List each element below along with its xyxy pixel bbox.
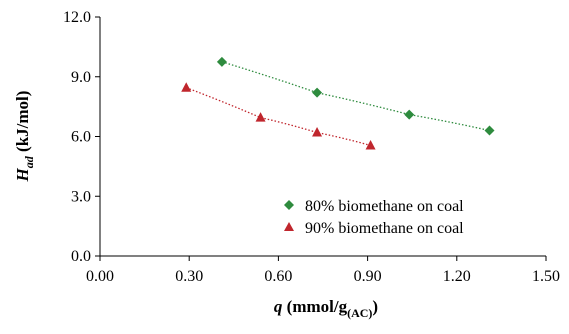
y-axis-title-sub: ad: [22, 155, 36, 168]
data-point-series-2: [255, 112, 266, 122]
data-point-series-2: [181, 82, 192, 92]
y-axis-title: Had (kJ/mol): [13, 91, 36, 183]
y-axis-title-main: H: [13, 167, 32, 182]
legend-label-series-1: 80% biomethane on coal: [305, 198, 464, 215]
x-tick-label: 1.50: [532, 268, 560, 285]
data-point-series-2: [365, 139, 376, 150]
data-point-series-1: [404, 109, 415, 120]
y-tick-label: 3.0: [71, 188, 91, 205]
x-axis-title: q (mmol/g(AC)): [274, 297, 378, 320]
legend-item-series-2: 90% biomethane on coal: [284, 220, 464, 237]
trendline-layer: [185, 61, 490, 147]
data-point-series-1: [312, 87, 323, 98]
trendline-series-2: [185, 87, 371, 147]
y-tick-label: 9.0: [71, 69, 91, 86]
x-axis-title-unit-close: ): [372, 297, 378, 316]
data-point-series-1: [216, 56, 227, 67]
marks-layer: [181, 56, 495, 150]
y-tick-label: 0.0: [71, 248, 91, 265]
ticks-layer: 0.0 3.0 6.0 9.0 12.0 0.00 0.30 0.60 0.90 1.20 1.50: [63, 9, 560, 285]
x-tick-label: 0.60: [264, 268, 292, 285]
legend-marker-triangle-icon: [284, 222, 294, 231]
x-tick-label: 0.30: [175, 268, 203, 285]
x-tick-label: 0.90: [354, 268, 382, 285]
x-axis-title-unit-open: (mmol/g: [282, 297, 347, 316]
x-tick-label: 1.20: [443, 268, 471, 285]
data-point-series-1: [484, 125, 495, 136]
legend-label-series-2: 90% biomethane on coal: [305, 220, 464, 237]
x-tick-label: 0.00: [86, 268, 114, 285]
y-tick-label: 6.0: [71, 129, 91, 146]
y-tick-label: 12.0: [63, 9, 91, 26]
legend-item-series-1: 80% biomethane on coal: [284, 198, 464, 215]
x-axis-title-main: q: [274, 297, 283, 316]
y-axis-title-unit: (kJ/mol): [13, 91, 32, 157]
x-axis-title-unit-sub: (AC): [347, 306, 372, 320]
legend-marker-diamond-icon: [284, 200, 294, 210]
legend: 80% biomethane on coal 90% biomethane on…: [284, 198, 464, 237]
data-point-series-2: [312, 127, 323, 137]
trendline-series-1: [221, 61, 490, 132]
